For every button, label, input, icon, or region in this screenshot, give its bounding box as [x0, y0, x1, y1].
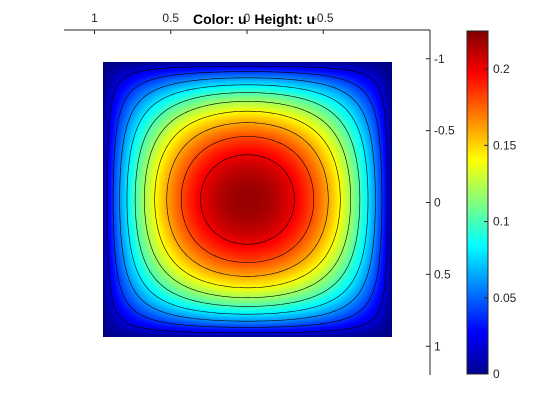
contour-line-8: [180, 136, 315, 263]
contour-line-5: [144, 101, 351, 298]
contour-lines: [107, 65, 388, 334]
y-tick-label: -1: [434, 52, 445, 66]
colorbar-tick-label: 0.1: [493, 215, 510, 229]
x-tick-label: 1: [91, 11, 98, 25]
colorbar-ticks: 0 0.05 0.1 0.15 0.2: [484, 62, 517, 381]
colorbar: 0 0.05 0.1 0.15 0.2: [466, 30, 517, 381]
y-tick-label: 0.5: [434, 267, 451, 281]
colorbar-tick-label: 0.2: [493, 62, 510, 76]
contour-line-7: [166, 122, 329, 277]
contour-line-9: [200, 154, 295, 245]
y-tick-label: 0: [434, 196, 441, 210]
chart-title: Color: u Height: u: [193, 11, 315, 27]
x-tick-label: -0.5: [313, 11, 334, 25]
plot-axes: 1 0.5 0 -0.5 -1 -0.5 0 0.5 1: [64, 11, 455, 375]
x-tick-label: 0: [244, 11, 251, 25]
x-axis-ticks: 1 0.5 0 -0.5: [91, 11, 334, 34]
contour-line-3: [126, 84, 369, 315]
y-axis-ticks: -1 -0.5 0 0.5 1: [426, 52, 455, 353]
contour-line-0: [107, 65, 388, 334]
y-tick-label: -0.5: [434, 124, 455, 138]
contour-line-4: [134, 92, 361, 307]
y-tick-label: 1: [434, 339, 441, 353]
colorbar-tick-label: 0.15: [493, 138, 517, 152]
heatmap-surface: [103, 62, 392, 337]
colorbar-tick-label: 0: [493, 367, 500, 381]
colorbar-gradient: [466, 30, 489, 375]
contour-line-2: [119, 77, 376, 322]
x-tick-label: 0.5: [162, 11, 179, 25]
colorbar-tick-label: 0.05: [493, 291, 517, 305]
contour-line-6: [154, 110, 341, 289]
contour-line-1: [112, 71, 383, 328]
